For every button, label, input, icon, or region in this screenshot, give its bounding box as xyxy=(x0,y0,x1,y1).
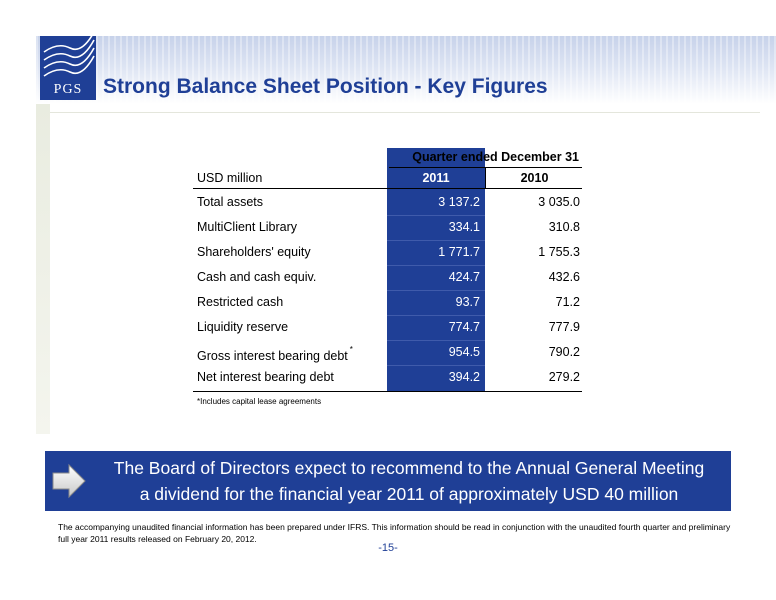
page-number: -15- xyxy=(378,542,398,554)
row-separator xyxy=(387,290,485,291)
table-row: Net interest bearing debt 394.2 279.2 xyxy=(193,365,582,390)
table-bottom-rule xyxy=(193,391,582,392)
callout-line-1: The Board of Directors expect to recomme… xyxy=(113,458,705,478)
column-header-row: USD million 2011 2010 xyxy=(193,168,582,189)
row-label: Total assets xyxy=(197,195,264,209)
value-2010: 777.9 xyxy=(548,320,580,334)
table-row: Total assets 3 137.2 3 035.0 xyxy=(193,190,582,215)
row-label: Restricted cash xyxy=(197,295,284,309)
row-label: Shareholders' equity xyxy=(197,245,311,259)
value-2010: 432.6 xyxy=(548,270,580,284)
callout-line-2: a dividend for the financial year 2011 o… xyxy=(139,484,679,504)
row-separator xyxy=(387,240,485,241)
value-2011: 774.7 xyxy=(448,320,480,334)
value-2011: 93.7 xyxy=(455,295,480,309)
value-2010: 71.2 xyxy=(555,295,580,309)
table-row: MultiClient Library 334.1 310.8 xyxy=(193,215,582,240)
table-row: Cash and cash equiv. 424.7 432.6 xyxy=(193,265,582,290)
row-separator xyxy=(387,215,485,216)
row-label: Cash and cash equiv. xyxy=(197,270,317,284)
row-label: Liquidity reserve xyxy=(197,320,289,334)
left-band xyxy=(36,104,50,434)
value-2010: 3 035.0 xyxy=(538,195,580,209)
row-separator xyxy=(387,265,485,266)
table-row: Gross interest bearing debt * 954.5 790.2 xyxy=(193,340,582,365)
value-2010: 790.2 xyxy=(548,345,580,359)
table-row: Restricted cash 93.7 71.2 xyxy=(193,290,582,315)
column-header-2010: 2010 xyxy=(485,168,583,188)
value-2010: 310.8 xyxy=(548,220,580,234)
value-2010: 279.2 xyxy=(548,370,580,384)
logo-text: PGS xyxy=(53,82,83,97)
period-header: Quarter ended December 31 xyxy=(389,148,582,168)
row-label: MultiClient Library xyxy=(197,220,298,234)
footnote-marker: * xyxy=(349,345,353,354)
row-separator xyxy=(387,340,485,341)
table-footnote: *Includes capital lease agreements xyxy=(197,397,322,406)
row-label: Gross interest bearing debt * xyxy=(197,345,353,364)
value-2011: 424.7 xyxy=(448,270,480,284)
value-2011: 954.5 xyxy=(448,345,480,359)
pgs-logo: PGS xyxy=(40,36,96,100)
dividend-callout: The Board of Directors expect to recomme… xyxy=(45,451,731,511)
callout-text: The Board of Directors expect to recomme… xyxy=(91,455,727,507)
disclaimer-text: The accompanying unaudited financial inf… xyxy=(58,522,731,544)
table-row: Shareholders' equity 1 771.7 1 755.3 xyxy=(193,240,582,265)
header-divider xyxy=(50,112,760,113)
value-2010: 1 755.3 xyxy=(538,245,580,259)
row-separator xyxy=(387,315,485,316)
column-header-2011: 2011 xyxy=(422,171,450,185)
key-figures-table: Quarter ended December 31 USD million 20… xyxy=(193,148,582,394)
arrow-right-icon xyxy=(52,463,86,499)
row-separator xyxy=(387,365,485,366)
header-band xyxy=(36,36,776,104)
value-2011: 3 137.2 xyxy=(438,195,480,209)
row-label: Net interest bearing debt xyxy=(197,370,334,384)
value-2011: 334.1 xyxy=(448,220,480,234)
value-2011: 394.2 xyxy=(448,370,480,384)
table-row: Liquidity reserve 774.7 777.9 xyxy=(193,315,582,340)
page-title: Strong Balance Sheet Position - Key Figu… xyxy=(103,75,548,98)
unit-label: USD million xyxy=(197,171,263,185)
value-2011: 1 771.7 xyxy=(438,245,480,259)
